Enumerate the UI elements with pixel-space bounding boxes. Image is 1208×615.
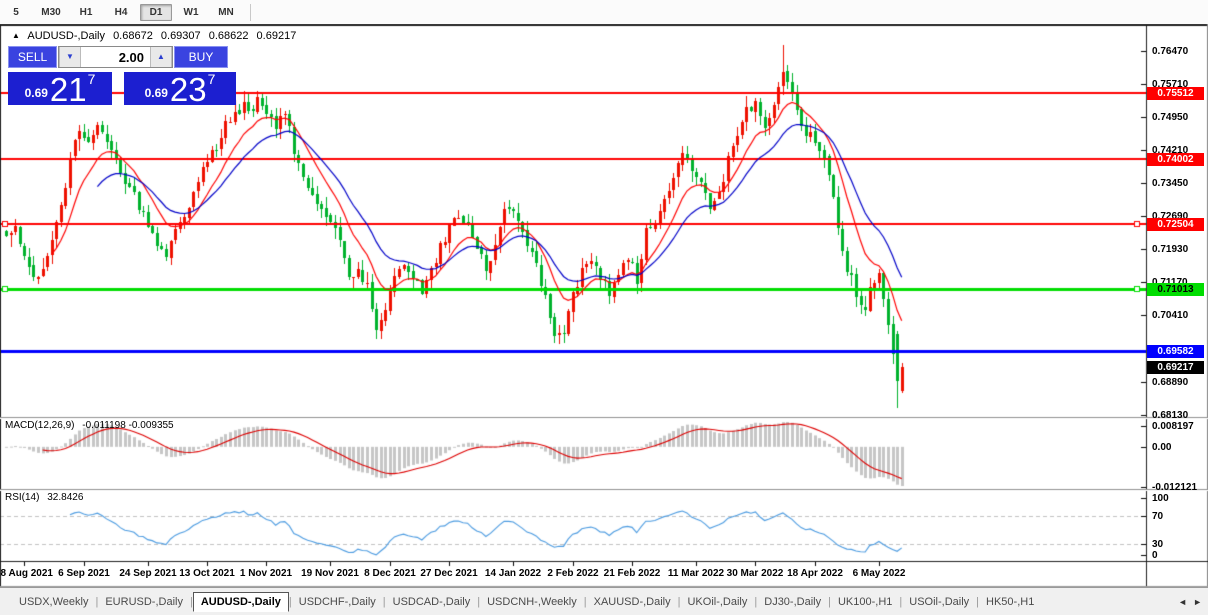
tab-separator: | [677,595,681,608]
timeframe-button-h4[interactable]: H4 [114,6,128,18]
ohlc-open: 0.68672 [113,30,153,42]
volume-decrease-button[interactable]: ▼ [59,47,81,67]
tab-xauusd-daily[interactable]: XAUUSD-,Daily [593,595,671,608]
chart-tab-bar: USDX,Weekly | EURUSD-,Daily | AUDUSD-,Da… [0,587,1208,615]
tab-separator: | [95,595,99,608]
tab-separator: | [189,595,193,608]
ohlc-high: 0.69307 [160,30,201,42]
buy-price-big: 23 [169,71,207,108]
sell-price-prefix: 0.69 [24,86,48,100]
tab-usdx-weekly[interactable]: USDX,Weekly [19,595,89,608]
volume-input[interactable]: 2.00 [118,50,144,65]
tab-eurusd-daily[interactable]: EURUSD-,Daily [105,595,183,608]
sell-price-superscript: 7 [87,71,96,87]
tab-separator: | [288,595,292,608]
sell-price-box[interactable]: 0.69 21 7 [8,70,112,108]
timeframe-button-mn[interactable]: MN [218,6,234,18]
tab-ukoil-daily[interactable]: UKOil-,Daily [687,595,748,608]
ohlc-low: 0.68622 [208,30,249,42]
chart-ohlc-title: ▲ AUDUSD-,Daily 0.68672 0.69307 0.68622 … [12,30,301,42]
tab-usoil-daily[interactable]: USOil-,Daily [909,595,970,608]
tab-separator: | [477,595,481,608]
symbol-name: AUDUSD-,Daily [27,30,105,42]
one-click-trading-panel: SELL ▼ 2.00 ▲ BUY 0.69 21 7 0.69 23 7 [8,46,236,108]
sell-button[interactable]: SELL [8,46,57,68]
buy-price-superscript: 7 [207,71,216,87]
tab-usdcad-daily[interactable]: USDCAD-,Daily [392,595,471,608]
timeframe-button-d1[interactable]: D1 [140,3,172,21]
timeframe-button-w1[interactable]: W1 [183,6,199,18]
tab-separator: | [382,595,386,608]
rsi-value: 32.8426 [47,492,84,503]
volume-increase-button[interactable]: ▲ [150,47,172,67]
tab-usdcnh-weekly[interactable]: USDCNH-,Weekly [487,595,577,608]
tab-uk100-h1[interactable]: UK100-,H1 [837,595,893,608]
ohlc-close: 0.69217 [256,30,297,42]
tab-separator: | [828,595,831,608]
tab-scroll-arrows: ◄ ► [1172,589,1208,615]
tab-usdchf-daily[interactable]: USDCHF-,Daily [298,595,376,608]
tab-separator: | [976,595,980,608]
macd-name: MACD(12,26,9) [5,420,75,431]
toolbar-separator [250,3,251,21]
tab-scroll-right-icon[interactable]: ► [1193,597,1202,607]
triangle-up-icon: ▲ [157,52,165,61]
tab-separator: | [754,595,758,608]
tab-separator: | [583,595,587,608]
triangle-down-icon: ▼ [66,52,74,61]
volume-stepper: ▼ 2.00 ▲ [58,46,173,68]
tab-audusd-daily[interactable]: AUDUSD-,Daily [192,591,289,612]
symbol-direction-icon: ▲ [12,31,20,40]
rsi-name: RSI(14) [5,492,40,503]
tab-scroll-left-icon[interactable]: ◄ [1178,597,1188,607]
tab-dj30-daily[interactable]: DJ30-,Daily [764,595,822,608]
tab-separator: | [899,595,903,608]
buy-price-prefix: 0.69 [144,86,168,100]
timeframe-button-h1[interactable]: H1 [79,6,93,18]
timeframe-button-m5[interactable]: 5 [13,6,19,18]
tab-hk50[interactable]: HK50-,H1 [986,595,1035,608]
sell-price-big: 21 [49,71,87,108]
rsi-indicator-label: RSI(14) 32.8426 [5,492,88,503]
buy-price-box[interactable]: 0.69 23 7 [124,70,236,108]
timeframe-button-m30[interactable]: M30 [41,6,61,18]
macd-values: -0.011198 -0.009355 [82,420,174,431]
macd-indicator-label: MACD(12,26,9) -0.011198 -0.009355 [5,420,179,431]
timeframe-toolbar: 5 M30 H1 H4 D1 W1 MN [0,0,1208,24]
buy-button[interactable]: BUY [174,46,228,68]
